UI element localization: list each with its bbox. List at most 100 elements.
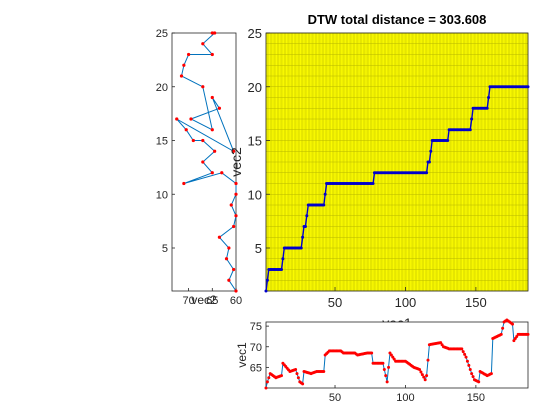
- y-tick-label: 15: [156, 136, 168, 148]
- vec2-point: [210, 95, 214, 100]
- vec1-point: [267, 376, 271, 380]
- vec2-point: [201, 42, 205, 46]
- vec1-point: [477, 380, 481, 384]
- warp-path-point: [299, 246, 303, 250]
- vec2-point: [179, 74, 184, 78]
- vec2-point: [201, 85, 205, 89]
- vec1-side-plot: 50 100 150 65 70 75 vec1: [235, 318, 530, 404]
- x-tick-label: 70: [182, 295, 194, 307]
- vec2-plot-ticks: 70 65 60 5 10 15 20 25: [156, 28, 242, 307]
- dtw-path-plot: 50 100 150 5 10 15 20 25 DTW total distance = 3…: [228, 12, 530, 331]
- vec1-point: [422, 375, 426, 379]
- vec1-point: [426, 358, 430, 362]
- y-tick-label: 15: [248, 134, 262, 149]
- vec1-point: [419, 370, 423, 374]
- y-tick-label: 25: [156, 28, 168, 40]
- vec1-point: [467, 363, 471, 367]
- warp-path-point: [429, 149, 433, 153]
- vec2-point: [210, 52, 214, 57]
- vec2-point: [210, 171, 214, 175]
- vec2-point: [234, 181, 238, 186]
- warp-path-point: [485, 106, 489, 110]
- vec1-point: [526, 332, 530, 336]
- vec1-point: [264, 386, 268, 390]
- vec1-point: [387, 365, 391, 369]
- vec1-y-axis-label: vec1: [235, 342, 249, 368]
- warp-path-point: [446, 139, 450, 142]
- warp-path-point: [301, 235, 305, 239]
- vec1-point: [468, 367, 472, 371]
- y-tick-label: 75: [250, 321, 262, 333]
- vec1-point: [464, 355, 468, 359]
- vec1-point: [499, 332, 503, 336]
- warp-path-point: [281, 257, 285, 261]
- warp-path-point: [470, 117, 474, 121]
- vec1-point: [385, 380, 389, 384]
- warp-path-point: [265, 278, 269, 282]
- vec1-plot-ticks: 50 100 150 65 70 75: [250, 321, 485, 404]
- y-tick-label: 10: [156, 189, 168, 201]
- vec2-point: [191, 138, 195, 143]
- warp-path-point: [468, 128, 472, 132]
- vec1-point: [382, 367, 386, 371]
- x-tick-label: 150: [465, 295, 487, 310]
- vec2-point: [175, 117, 179, 121]
- vec1-point: [460, 347, 464, 351]
- vec1-point: [463, 352, 467, 356]
- vec1-plot-frame: [265, 321, 529, 389]
- vec1-point: [420, 373, 424, 377]
- x-tick-label: 100: [395, 295, 417, 310]
- vec2-point: [234, 214, 238, 218]
- warp-path-point: [279, 268, 283, 271]
- y-tick-label: 10: [248, 187, 262, 202]
- x-tick-label: 50: [329, 392, 341, 404]
- warp-path-point: [371, 182, 375, 185]
- vec2-point: [227, 278, 231, 282]
- vec2-point: [213, 31, 217, 35]
- vec2-point: [234, 192, 238, 196]
- vec1-point: [423, 378, 427, 382]
- vec2-point: [217, 235, 222, 239]
- warp-path-point: [526, 85, 530, 89]
- vec1-point: [301, 382, 305, 386]
- y-tick-label: 25: [248, 26, 262, 41]
- vec2-point: [186, 52, 191, 57]
- y-tick-label: 65: [250, 362, 262, 374]
- vec1-point: [295, 372, 299, 376]
- vec2-point: [234, 289, 238, 293]
- vec1-point: [294, 367, 298, 371]
- vec1-point: [418, 367, 422, 371]
- vec2-side-plot: 70 65 60 5 10 15 20 25 vec2: [156, 28, 242, 307]
- warp-path-point: [487, 96, 491, 99]
- vec1-point: [381, 361, 385, 365]
- vec2-point: [213, 149, 217, 153]
- vec2-series: [175, 31, 238, 293]
- vec1-point: [425, 374, 429, 378]
- vec1-point: [384, 374, 388, 378]
- warp-path-point: [323, 192, 327, 196]
- vec1-point: [489, 372, 493, 376]
- x-tick-label: 150: [467, 392, 485, 404]
- vec1-point: [461, 350, 465, 354]
- y-tick-label: 70: [250, 342, 262, 354]
- warp-path-point: [427, 160, 431, 164]
- vec2-point: [232, 267, 236, 272]
- warp-path-point: [303, 225, 307, 228]
- vec2-point: [224, 257, 229, 261]
- vec2-point: [201, 138, 205, 143]
- vec2-point: [210, 31, 214, 35]
- vec1-point: [279, 374, 283, 378]
- vec2-point: [184, 128, 188, 132]
- dtw-plot-grid: [265, 32, 529, 292]
- vec2-point: [182, 63, 186, 67]
- y-tick-label: 5: [162, 243, 168, 255]
- vec1-point: [265, 380, 269, 384]
- warp-path-point: [425, 171, 429, 175]
- vec1-point: [511, 322, 515, 326]
- y-tick-label: 20: [248, 80, 262, 95]
- vec1-point: [296, 376, 300, 380]
- warp-path-point: [264, 289, 268, 293]
- dtw-plot-frame: [265, 32, 529, 292]
- x-tick-label: 50: [328, 295, 342, 310]
